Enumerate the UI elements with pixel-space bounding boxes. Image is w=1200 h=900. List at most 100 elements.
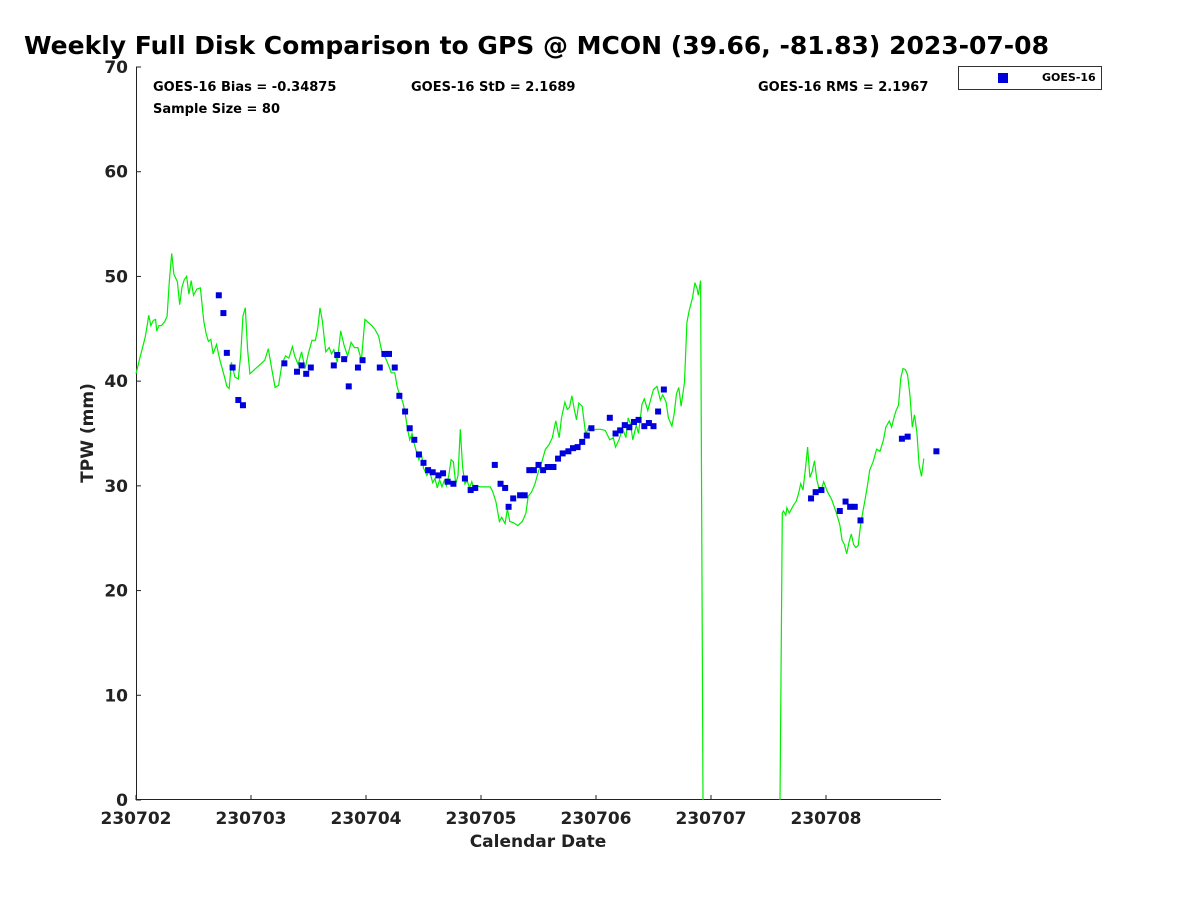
goes-16-point (655, 408, 662, 415)
goes-16-point (461, 475, 468, 482)
goes-16-point (440, 470, 447, 477)
goes-16-point (857, 517, 864, 524)
goes-16-point (818, 487, 825, 494)
goes-16-point (842, 498, 849, 505)
y-tick-label: 60 (104, 163, 128, 183)
goes-16-point (641, 423, 648, 430)
goes-16-point (530, 467, 537, 474)
x-tick-label: 230707 (676, 809, 747, 829)
goes-16-point (444, 478, 451, 485)
goes-16-point (386, 350, 392, 357)
y-tick-label: 40 (104, 372, 128, 392)
goes-16-point (391, 364, 398, 371)
goes-16-point (606, 414, 613, 421)
goes-16-point (497, 480, 504, 487)
goes-16-point (588, 425, 595, 432)
goes-16-point (812, 489, 819, 496)
goes-16-point (650, 423, 657, 430)
goes-16-point (406, 425, 413, 432)
goes-16-point (429, 469, 436, 476)
legend-marker-goes-16 (998, 73, 1008, 83)
goes-16-point (235, 396, 242, 403)
bias-stat: GOES-16 Bias = -0.34875 (153, 80, 336, 95)
goes-16-point (540, 467, 547, 474)
goes-16-point (435, 472, 442, 479)
goes-16-point (570, 445, 576, 452)
y-axis-line (136, 67, 137, 800)
goes-16-point (521, 492, 528, 499)
y-axis-label: TPW (mm) (78, 383, 98, 483)
rms-stat: GOES-16 RMS = 2.1967 (758, 80, 928, 95)
goes-16-point (307, 364, 314, 371)
goes-16-point (354, 364, 361, 371)
goes-16-point (645, 420, 652, 427)
goes-16-point (341, 356, 348, 363)
goes-16-point (535, 461, 542, 468)
goes-16-point (626, 424, 633, 431)
x-tick-label: 230706 (561, 809, 632, 829)
goes-16-point (630, 418, 637, 425)
goes-16-point (904, 433, 911, 440)
goes-16-point (334, 351, 341, 358)
y-tick-label: 0 (116, 791, 128, 811)
goes-16-point (933, 448, 940, 455)
goes-16-point (402, 408, 409, 415)
goes-16-point (517, 492, 524, 499)
goes-16-point (526, 467, 533, 474)
legend-box (958, 66, 1102, 90)
x-axis-line (136, 799, 941, 800)
goes-16-point (612, 430, 619, 437)
x-axis-ticks: 230702 230703 230704 230705 230706 230707 2307… (101, 795, 862, 829)
goes-16-point (396, 392, 403, 399)
y-tick-label: 20 (104, 582, 128, 602)
goes-16-point (420, 459, 427, 466)
goes-16-point (555, 455, 562, 462)
goes-16-point (660, 386, 667, 393)
goes-16-point (298, 362, 305, 369)
y-tick-label: 10 (104, 686, 128, 706)
goes-16-point (505, 503, 512, 510)
gps-series (135, 253, 925, 801)
goes-16-point (550, 464, 557, 471)
goes-16-point (415, 451, 422, 458)
y-tick-label: 30 (104, 477, 128, 497)
x-tick-label: 230708 (791, 809, 862, 829)
legend-label-goes-16: GOES-16 (1042, 71, 1096, 84)
goes-16-point (303, 370, 310, 377)
goes-16-point (635, 416, 642, 423)
goes-16-point (583, 432, 590, 439)
goes-16-point (294, 368, 300, 375)
goes-16-point (411, 436, 418, 443)
gps-line (779, 367, 925, 801)
goes-16-point (491, 461, 498, 468)
goes-16-point (579, 438, 586, 445)
goes-16-point (223, 349, 230, 356)
goes-16-point (376, 364, 383, 371)
goes-16-point (381, 350, 388, 357)
y-tick-label: 70 (104, 58, 128, 78)
goes-16-point (510, 495, 517, 502)
goes-16-point (621, 422, 628, 429)
goes-16-point (359, 357, 366, 364)
std-stat: GOES-16 StD = 2.1689 (411, 80, 575, 95)
goes-16-point (239, 402, 246, 409)
y-tick-label: 50 (104, 267, 128, 287)
goes-16-point (467, 487, 474, 494)
x-tick-label: 230704 (331, 809, 402, 829)
legend: GOES-16 (958, 66, 1102, 90)
sample-size-stat: Sample Size = 80 (153, 102, 280, 117)
goes-16-point (229, 364, 236, 371)
x-tick-label: 230703 (216, 809, 287, 829)
goes-16-point (617, 427, 624, 434)
goes-16-point (472, 484, 479, 491)
goes-16-point (425, 467, 432, 474)
goes-16-point (281, 360, 288, 367)
goes-16-point (220, 310, 227, 317)
y-axis-ticks: 0 10 20 30 40 50 60 70 (104, 58, 141, 811)
goes-16-point (565, 448, 572, 455)
goes-16-point (847, 503, 854, 510)
plot-area: 0 10 20 30 40 50 60 70 230702 230703 230704 230705… (101, 58, 941, 829)
goes-16-point (450, 480, 457, 487)
chart-title: Weekly Full Disk Comparison to GPS @ MCO… (24, 31, 1049, 60)
